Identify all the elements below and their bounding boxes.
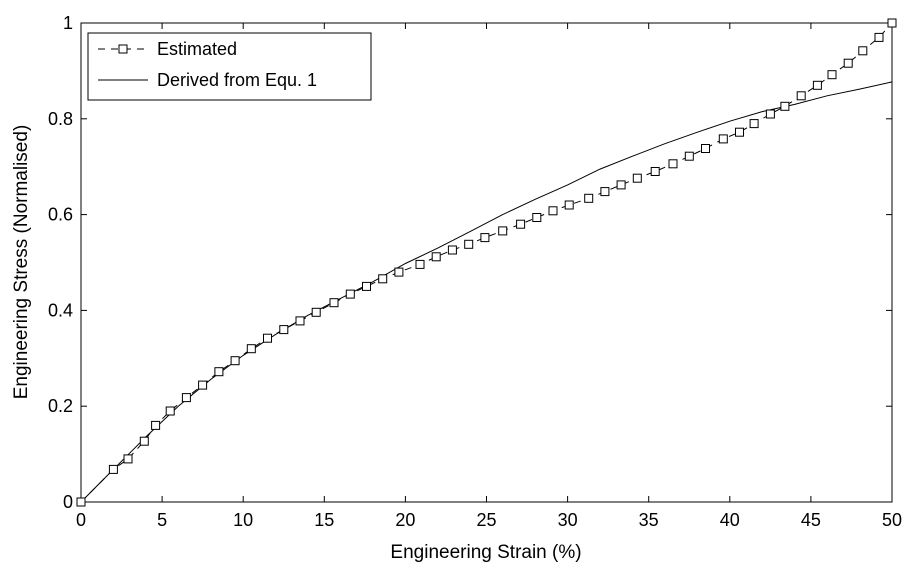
data-point-estimated [464,239,474,249]
data-point-estimated [812,80,822,90]
legend-marker-estimated [118,44,128,54]
x-tick-label: 45 [801,510,821,530]
x-tick-label: 25 [476,510,496,530]
y-tick-label: 0 [63,492,73,512]
data-point-estimated [329,298,339,308]
data-point-estimated [431,252,441,262]
y-axis-title: Engineering Stress (Normalised) [11,125,32,400]
x-tick-label: 0 [76,510,86,530]
data-point-estimated [279,325,289,335]
data-point-estimated [378,274,388,284]
data-point-estimated [198,380,208,390]
data-point-estimated [843,58,853,68]
data-point-estimated [151,420,161,430]
data-point-estimated [415,259,425,269]
data-point-estimated [735,127,744,137]
data-point-estimated [548,206,558,216]
x-tick-label: 5 [157,510,167,530]
tick-labels: 0 5 10 15 20 25 30 35 40 45 50 0 0.2 0.4 0.6 0.8 1 [48,13,902,530]
data-point-estimated [532,213,542,222]
data-point-estimated [564,200,574,210]
data-point-estimated [498,226,508,236]
data-point-estimated [765,109,775,119]
plot-area [80,22,893,503]
data-point-estimated [749,119,759,129]
data-point-estimated [480,233,490,243]
data-point-estimated [230,356,240,366]
y-tick-label: 1 [63,13,73,33]
data-point-estimated [780,101,790,111]
data-point-estimated [874,32,884,42]
data-point-estimated [858,46,868,56]
legend-label-estimated: Estimated [157,39,237,59]
data-point-estimated [345,289,355,299]
data-point-estimated [76,497,86,507]
x-tick-label: 40 [720,510,740,530]
data-point-estimated [701,144,710,153]
data-point-estimated [827,70,837,80]
data-point-estimated [684,151,694,161]
data-point-estimated [668,159,678,169]
x-tick-label: 15 [314,510,334,530]
legend: Estimated Derived from Equ. 1 [87,32,372,101]
data-point-estimated [263,333,272,343]
data-point-estimated [311,307,321,317]
data-point-estimated [295,316,305,326]
x-tick-label: 10 [233,510,253,530]
data-point-estimated [123,454,133,464]
x-axis-title: Engineering Strain (%) [390,542,581,562]
data-point-estimated [108,464,118,474]
x-tick-label: 30 [558,510,578,530]
data-point-estimated [632,173,642,183]
data-point-estimated [616,180,626,190]
data-point-estimated [181,393,191,403]
data-point-estimated [165,406,175,416]
y-tick-label: 0.2 [48,396,73,416]
series-markers [76,18,897,507]
data-point-estimated [584,193,594,203]
data-point-estimated [139,436,149,446]
y-tick-label: 0.8 [48,109,73,129]
data-point-estimated [600,187,610,197]
x-tick-label: 50 [882,510,902,530]
data-point-estimated [394,267,404,277]
data-point-estimated [887,18,897,28]
data-point-estimated [362,281,371,291]
data-point-estimated [516,219,526,229]
data-point-estimated [246,344,256,354]
y-tick-label: 0.6 [48,205,73,225]
legend-label-derived: Derived from Equ. 1 [157,70,317,90]
data-point-estimated [447,245,457,255]
data-point-estimated [214,367,224,377]
data-point-estimated [650,167,660,176]
x-tick-label: 35 [639,510,659,530]
legend-box [87,32,372,101]
x-tick-label: 20 [395,510,415,530]
data-point-estimated [796,91,806,101]
data-point-estimated [718,134,728,144]
y-tick-label: 0.4 [48,300,73,320]
